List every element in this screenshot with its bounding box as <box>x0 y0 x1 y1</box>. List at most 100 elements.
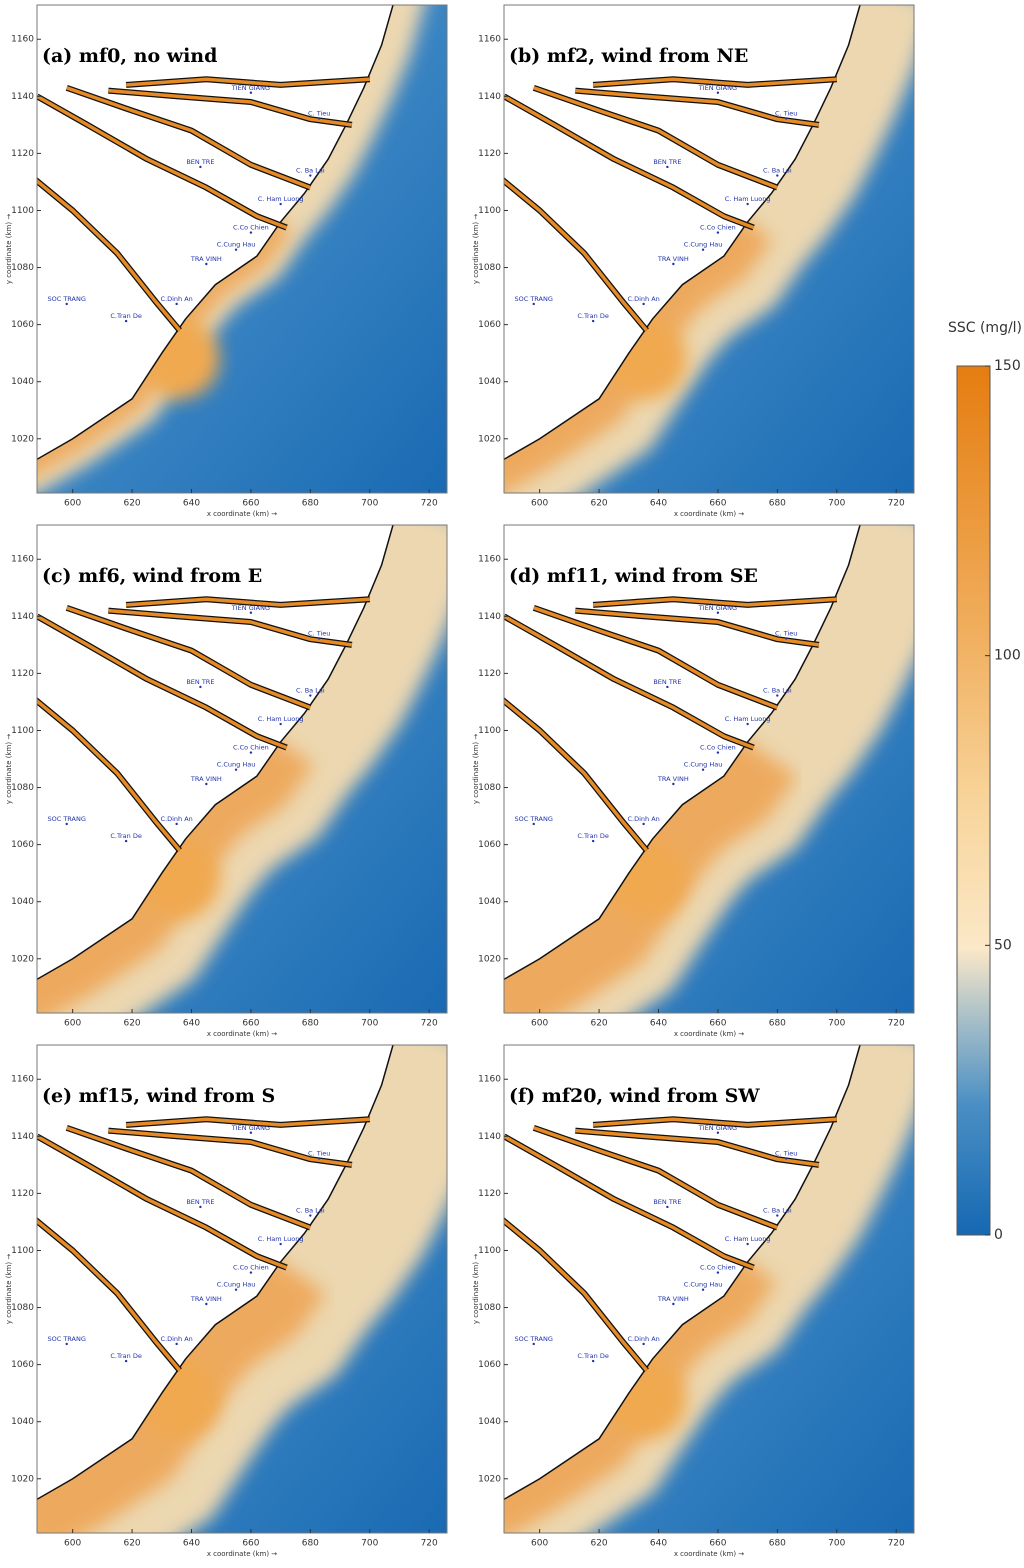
place-label: BEN TRE <box>653 1198 681 1206</box>
y-axis-label: y coordinate (km) → <box>472 1254 480 1324</box>
colorbar-title: SSC (mg/l) <box>948 320 1022 336</box>
place-marker <box>591 839 595 843</box>
place-label: TRA VINH <box>657 255 689 263</box>
panel-title: (f) mf20, wind from SW <box>509 1085 760 1107</box>
place-marker <box>249 91 253 94</box>
place-label: TIEN GIANG <box>698 84 737 92</box>
x-tick-label: 680 <box>302 1539 319 1549</box>
place-marker <box>701 768 705 771</box>
frame <box>503 4 915 494</box>
map-panel: TIEN GIANG C. Tieu C. Ba Lai BEN TRE C. Ham … <box>5 4 448 518</box>
y-tick-label: 1080 <box>11 263 34 273</box>
place-label: BEN TRE <box>186 678 214 686</box>
river <box>37 614 288 750</box>
x-tick-label: 640 <box>183 1539 200 1549</box>
x-tick-label: 720 <box>888 499 905 509</box>
map-panel: TIEN GIANG C. Tieu C. Ba Lai BEN TRE C. Ham … <box>5 524 448 1038</box>
place-marker <box>249 1271 253 1274</box>
x-tick-label: 620 <box>123 1539 140 1549</box>
place-label: C.Co Chien <box>233 224 269 232</box>
place-marker <box>309 694 312 697</box>
place-label: C. Tieu <box>308 1149 330 1157</box>
place-label: C.Tran De <box>577 1352 608 1360</box>
place-marker <box>785 1157 788 1160</box>
place-marker <box>205 782 208 786</box>
panel-title: (a) mf0, no wind <box>42 45 217 67</box>
y-tick-label: 1020 <box>11 954 34 964</box>
y-tick-label: 1060 <box>11 1360 34 1370</box>
y-tick-label: 1140 <box>478 612 501 622</box>
x-tick-label: 640 <box>183 499 200 509</box>
y-tick-label: 1040 <box>478 897 501 907</box>
river <box>592 1117 837 1127</box>
river <box>37 94 288 230</box>
place-label: TIEN GIANG <box>231 604 270 612</box>
river <box>504 614 755 750</box>
place-label: C.Cung Hau <box>684 1281 723 1289</box>
x-tick-label: 600 <box>531 499 548 509</box>
place-marker <box>746 1242 749 1246</box>
colorbar-tick-label: 150 <box>994 358 1021 374</box>
x-tick-label: 600 <box>64 499 81 509</box>
place-label: TIEN GIANG <box>698 1124 737 1132</box>
place-marker <box>175 1342 178 1346</box>
y-tick-label: 1100 <box>11 206 34 216</box>
place-label: TRA VINH <box>190 1295 222 1303</box>
x-tick-label: 620 <box>123 499 140 509</box>
panel-title: (b) mf2, wind from NE <box>509 45 748 67</box>
place-marker <box>279 722 282 726</box>
y-tick-label: 1120 <box>11 669 34 679</box>
place-label: C.Tran De <box>577 312 608 320</box>
place-label: C.Cung Hau <box>217 1281 256 1289</box>
place-label: C. Ba Lai <box>296 1207 325 1215</box>
place-label: C.Dinh An <box>627 295 659 303</box>
y-tick-label: 1020 <box>478 1474 501 1484</box>
x-axis-label: x coordinate (km) → <box>674 510 744 518</box>
river <box>66 606 311 710</box>
river <box>108 1128 353 1167</box>
place-label: C.Dinh An <box>160 1335 192 1343</box>
x-tick-label: 600 <box>531 1539 548 1549</box>
place-marker <box>532 822 535 826</box>
place-label: C. Ba Lai <box>763 1207 792 1215</box>
place-marker <box>234 768 238 771</box>
place-marker <box>746 722 749 726</box>
y-tick-label: 1140 <box>11 92 34 102</box>
place-marker <box>672 782 675 786</box>
place-marker <box>642 302 645 306</box>
x-tick-label: 700 <box>361 1019 378 1029</box>
y-tick-label: 1080 <box>11 1303 34 1313</box>
river <box>125 597 370 607</box>
place-label: C.Co Chien <box>700 744 736 752</box>
y-tick-label: 1040 <box>11 377 34 387</box>
place-label: C. Ham Luong <box>725 1235 771 1243</box>
map-area: TIEN GIANG C. Tieu C. Ba Lai BEN TRE C. Ham … <box>504 1045 914 1533</box>
y-tick-label: 1140 <box>11 1132 34 1142</box>
place-label: C. Ham Luong <box>258 715 304 723</box>
place-label: TIEN GIANG <box>231 84 270 92</box>
y-tick-label: 1040 <box>478 377 501 387</box>
x-axis-label: x coordinate (km) → <box>674 1030 744 1038</box>
y-tick-label: 1020 <box>478 434 501 444</box>
place-label: C. Ham Luong <box>725 195 771 203</box>
place-marker <box>318 637 321 640</box>
river <box>108 88 353 127</box>
place-marker <box>746 202 749 206</box>
y-tick-label: 1080 <box>478 783 501 793</box>
place-label: C. Tieu <box>308 629 330 637</box>
place-marker <box>65 1342 68 1346</box>
place-marker <box>776 1214 779 1217</box>
panel-title: (c) mf6, wind from E <box>42 565 262 587</box>
place-label: C.Cung Hau <box>217 761 256 769</box>
x-tick-label: 660 <box>709 1539 726 1549</box>
x-tick-label: 680 <box>769 1019 786 1029</box>
y-axis-label: y coordinate (km) → <box>472 734 480 804</box>
map-area: TIEN GIANG C. Tieu C. Ba Lai BEN TRE C. Ham … <box>504 5 914 493</box>
place-marker <box>532 302 535 306</box>
river <box>504 1134 755 1270</box>
map-area: TIEN GIANG C. Tieu C. Ba Lai BEN TRE C. Ham … <box>37 1045 447 1533</box>
place-label: TIEN GIANG <box>231 1124 270 1132</box>
map-panel: TIEN GIANG C. Tieu C. Ba Lai BEN TRE C. Ham … <box>5 1044 448 1558</box>
river <box>37 698 181 852</box>
